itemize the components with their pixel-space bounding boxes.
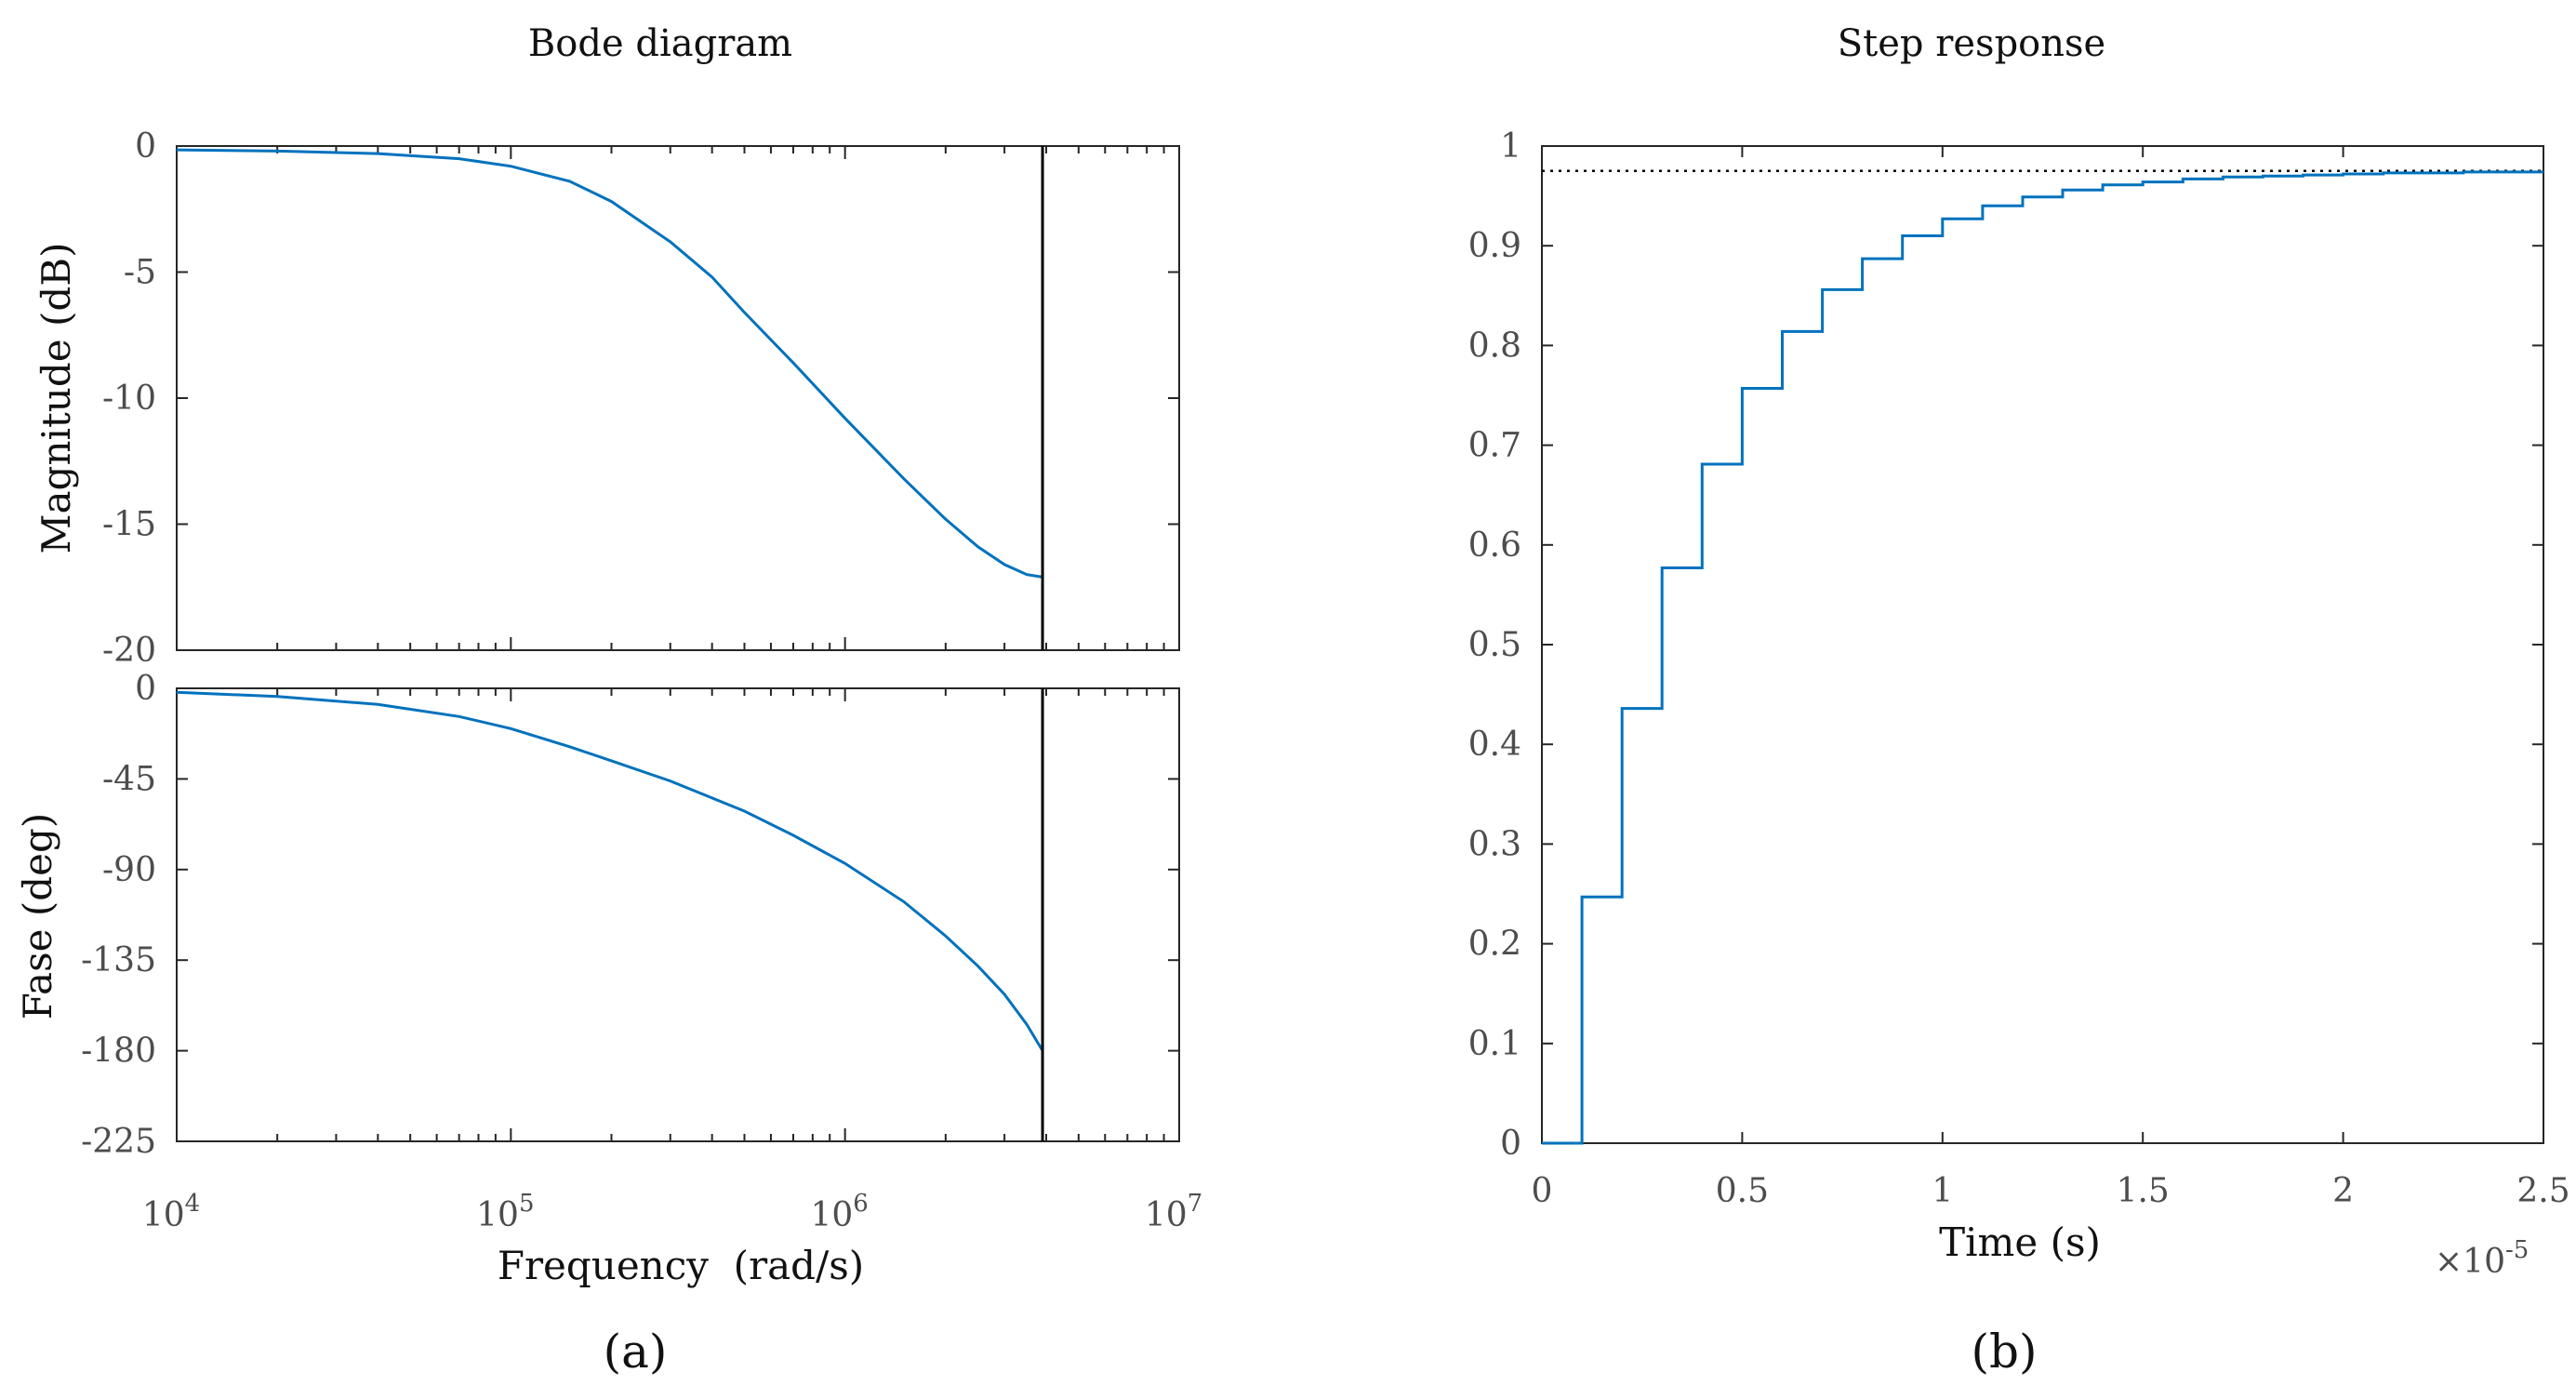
bode-xtick-labels: 104 105 106 107	[142, 1190, 1202, 1234]
phase-ytick-labels: 0 -45 -90 -135 -180 -225	[81, 670, 156, 1161]
step-xtick-label: 2.5	[2516, 1172, 2569, 1210]
magnitude-curve	[176, 148, 1043, 579]
phase-ytick-label: -45	[102, 760, 156, 798]
phase-ytick-label: -90	[102, 851, 156, 889]
step-ytick-label: 1	[1500, 127, 1521, 166]
bode-xtick-base: 10	[1145, 1196, 1188, 1234]
step-ytick-label: 0.7	[1468, 427, 1521, 465]
step-ytick-label: 0	[1500, 1125, 1521, 1163]
phase-ytick-label: -135	[81, 941, 156, 979]
bode-xtick-base: 10	[810, 1196, 853, 1234]
magnitude-ylabel: Magnitude (dB)	[33, 243, 79, 554]
step-ytick-label: 0.1	[1468, 1025, 1521, 1063]
step-ytick-label: 0.4	[1468, 726, 1521, 764]
step-xtick-label: 1.5	[2117, 1172, 2170, 1210]
step-chart: Step response 00.10.20.30.40.50.60.70.80…	[1468, 22, 2570, 1379]
step-xtick-label: 1	[1932, 1172, 1953, 1210]
step-xtick-label: 0.5	[1716, 1172, 1769, 1210]
phase-curve	[176, 690, 1044, 1052]
phase-ytick-label: 0	[135, 670, 156, 708]
phase-axes-frame	[176, 687, 1180, 1142]
step-ytick-label: 0.6	[1468, 526, 1521, 565]
step-xlabel: Time (s)	[1939, 1219, 2101, 1265]
step-ytick-label: 0.5	[1468, 626, 1521, 664]
bode-xtick-label: 105	[476, 1190, 534, 1234]
phase-tick-group	[177, 687, 1179, 1142]
bode-chart: Bode diagram 0 -5 -10 -15 -20 Magnitude (dB)…	[15, 22, 1202, 1379]
step-xtick-label: 0	[1532, 1172, 1553, 1210]
step-title: Step response	[1838, 22, 2105, 65]
step-x-multiplier: ×10-5	[2435, 1236, 2529, 1281]
phase-plot: 0 -45 -90 -135 -180 -225 Fase (deg)	[15, 670, 1180, 1161]
step-curve	[1542, 170, 2543, 1145]
bode-xtick-exp: 4	[185, 1190, 201, 1218]
step-ytick-labels: 0 0.1 0.2 0.3 0.4 0.5 0.6 0.7 0.8 0.9 1	[1468, 127, 1521, 1163]
magnitude-ytick-label: 0	[135, 127, 156, 166]
phase-ytick-label: -180	[81, 1033, 156, 1071]
caption-b: (b)	[1971, 1325, 2037, 1379]
bode-xtick-label: 106	[810, 1190, 868, 1234]
bode-xtick-exp: 5	[519, 1190, 535, 1218]
bode-xtick-base: 10	[476, 1196, 519, 1234]
step-ytick-label: 0.8	[1468, 326, 1521, 365]
bode-xtick-exp: 7	[1188, 1190, 1203, 1218]
bode-xtick-label: 104	[142, 1190, 200, 1234]
magnitude-ytick-label: -5	[124, 254, 156, 292]
phase-ylabel: Fase (deg)	[15, 813, 60, 1020]
phase-ytick-label: -225	[81, 1123, 156, 1161]
step-x-multiplier-base: ×10	[2435, 1243, 2505, 1281]
step-x-multiplier-exp: -5	[2505, 1236, 2529, 1264]
magnitude-ytick-labels: 0 -5 -10 -15 -20	[102, 127, 156, 670]
bode-xlabel: Frequency (rad/s)	[498, 1243, 864, 1288]
step-ytick-label: 0.2	[1468, 926, 1521, 964]
step-ytick-label: 0.9	[1468, 227, 1521, 265]
bode-title: Bode diagram	[528, 22, 792, 65]
bode-xtick-label: 107	[1145, 1190, 1202, 1234]
step-axes-frame	[1541, 145, 2544, 1144]
step-xtick-label: 2	[2332, 1172, 2354, 1210]
bode-xtick-exp: 6	[853, 1190, 869, 1218]
magnitude-ytick-label: -10	[102, 380, 156, 418]
step-xtick-labels: 0 0.5 1 1.5 2 2.5	[1532, 1172, 2570, 1210]
step-ytick-label: 0.3	[1468, 825, 1521, 863]
magnitude-ytick-label: -15	[102, 506, 156, 544]
bode-xtick-base: 10	[142, 1196, 185, 1234]
magnitude-ytick-label: -20	[102, 632, 156, 670]
magnitude-plot: 0 -5 -10 -15 -20 Magnitude (dB)	[33, 127, 1180, 670]
caption-a: (a)	[604, 1325, 668, 1379]
step-tick-group	[1541, 145, 2544, 1144]
